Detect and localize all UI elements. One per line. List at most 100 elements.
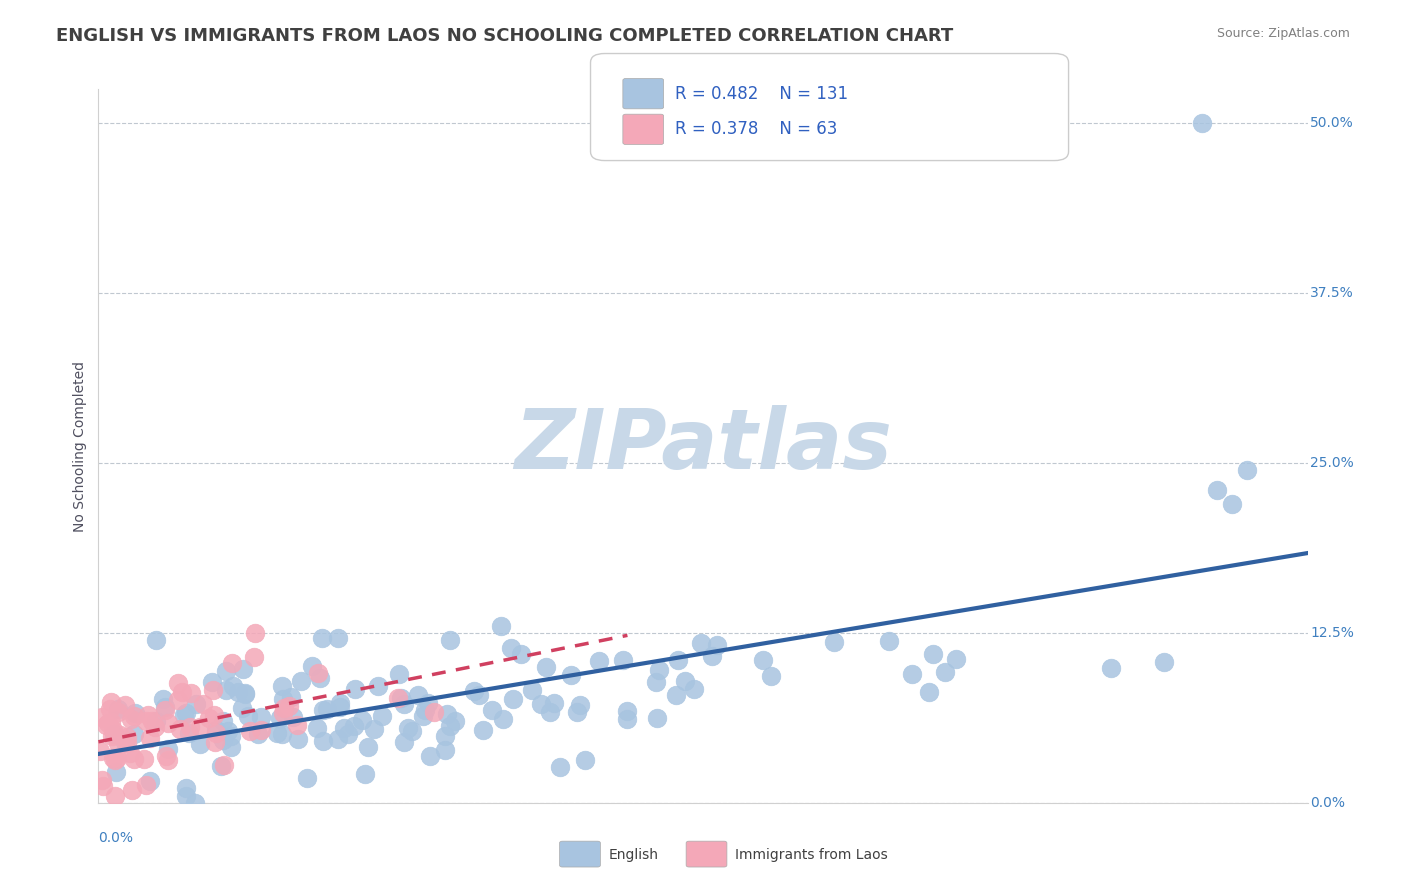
Point	[333, 721, 356, 735]
Point	[201, 674, 224, 689]
Point	[350, 713, 373, 727]
Point	[114, 698, 136, 712]
Point	[616, 704, 638, 718]
Point	[136, 708, 159, 723]
Point	[673, 674, 696, 689]
Point	[534, 660, 557, 674]
Point	[280, 690, 302, 704]
Point	[115, 736, 138, 750]
Point	[91, 779, 114, 793]
Point	[134, 752, 156, 766]
Point	[499, 641, 522, 656]
Point	[616, 712, 638, 726]
Point	[392, 735, 415, 749]
Point	[205, 723, 228, 737]
Point	[336, 727, 359, 741]
Point	[326, 632, 349, 646]
Point	[538, 705, 561, 719]
Point	[574, 753, 596, 767]
Point	[94, 718, 117, 732]
Point	[588, 654, 610, 668]
Point	[250, 723, 273, 737]
Point	[308, 671, 330, 685]
Point	[612, 653, 634, 667]
Text: 50.0%: 50.0%	[1310, 116, 1354, 130]
Point	[481, 703, 503, 717]
Point	[172, 685, 194, 699]
Point	[105, 765, 128, 780]
Point	[1191, 116, 1213, 130]
Point	[145, 714, 167, 728]
Point	[141, 714, 163, 728]
Point	[290, 673, 312, 688]
Point	[221, 656, 243, 670]
Point	[387, 690, 409, 705]
Point	[101, 751, 124, 765]
Point	[155, 749, 177, 764]
Point	[463, 684, 485, 698]
Point	[135, 778, 157, 792]
Point	[444, 714, 467, 728]
Point	[232, 662, 254, 676]
Point	[184, 796, 207, 810]
Point	[492, 713, 515, 727]
Point	[97, 716, 120, 731]
Point	[169, 722, 191, 736]
Point	[921, 648, 943, 662]
Point	[231, 701, 253, 715]
Point	[471, 723, 494, 737]
Point	[98, 702, 121, 716]
Point	[273, 700, 295, 714]
Point	[877, 634, 900, 648]
Point	[647, 664, 669, 678]
Point	[174, 781, 197, 796]
Point	[219, 729, 242, 743]
Point	[269, 711, 291, 725]
Point	[329, 699, 352, 714]
Point	[266, 726, 288, 740]
Point	[468, 689, 491, 703]
Point	[215, 664, 238, 678]
Point	[184, 698, 207, 712]
Point	[823, 635, 845, 649]
Point	[509, 647, 531, 661]
Point	[107, 736, 129, 750]
Point	[104, 789, 127, 803]
Point	[205, 726, 228, 740]
Point	[287, 732, 309, 747]
Point	[326, 732, 349, 747]
Point	[285, 718, 308, 732]
Point	[270, 726, 292, 740]
Point	[180, 686, 202, 700]
Point	[114, 735, 136, 749]
Point	[121, 782, 143, 797]
Point	[342, 718, 364, 732]
Point	[665, 688, 688, 702]
Point	[415, 703, 437, 717]
Point	[238, 708, 260, 723]
Point	[271, 706, 294, 721]
Point	[188, 720, 211, 734]
Point	[522, 683, 544, 698]
Point	[179, 720, 201, 734]
Point	[204, 735, 226, 749]
Point	[122, 727, 145, 741]
Text: Source: ZipAtlas.com: Source: ZipAtlas.com	[1216, 27, 1350, 40]
Point	[363, 722, 385, 736]
Point	[222, 679, 245, 693]
Y-axis label: No Schooling Completed: No Schooling Completed	[73, 360, 87, 532]
Point	[752, 653, 775, 667]
Point	[1099, 661, 1122, 675]
Point	[177, 726, 200, 740]
Point	[143, 720, 166, 734]
Point	[548, 760, 571, 774]
Point	[416, 696, 439, 710]
Point	[502, 692, 524, 706]
Point	[120, 747, 142, 761]
Point	[120, 712, 142, 726]
Point	[122, 708, 145, 723]
Point	[689, 636, 711, 650]
Point	[212, 733, 235, 747]
Text: 0.0%: 0.0%	[1310, 796, 1346, 810]
Point	[419, 749, 441, 764]
